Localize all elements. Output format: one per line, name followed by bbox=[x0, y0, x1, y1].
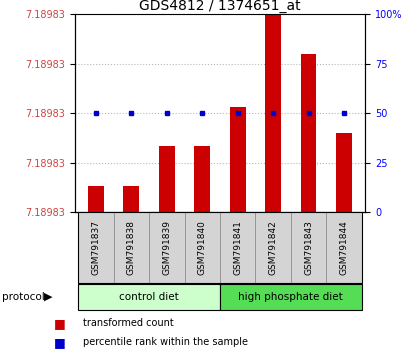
Text: ■: ■ bbox=[54, 317, 66, 330]
Text: ▶: ▶ bbox=[44, 292, 52, 302]
Bar bbox=[220, 212, 255, 283]
Text: control diet: control diet bbox=[119, 292, 179, 302]
Text: GSM791840: GSM791840 bbox=[198, 220, 207, 275]
Bar bbox=[255, 212, 291, 283]
Text: high phosphate diet: high phosphate diet bbox=[239, 292, 343, 302]
Bar bbox=[78, 284, 220, 310]
Text: GSM791838: GSM791838 bbox=[127, 220, 136, 275]
Text: protocol: protocol bbox=[2, 292, 45, 302]
Bar bbox=[159, 146, 175, 212]
Text: transformed count: transformed count bbox=[83, 318, 174, 329]
Bar bbox=[114, 212, 149, 283]
Title: GDS4812 / 1374651_at: GDS4812 / 1374651_at bbox=[139, 0, 301, 13]
Bar bbox=[78, 212, 114, 283]
Bar bbox=[229, 107, 246, 212]
Text: GSM791837: GSM791837 bbox=[91, 220, 100, 275]
Bar bbox=[149, 212, 185, 283]
Text: GSM791841: GSM791841 bbox=[233, 220, 242, 275]
Text: GSM791844: GSM791844 bbox=[339, 221, 349, 275]
Bar bbox=[265, 14, 281, 212]
Text: percentile rank within the sample: percentile rank within the sample bbox=[83, 337, 248, 347]
Text: GSM791839: GSM791839 bbox=[162, 220, 171, 275]
Bar bbox=[220, 284, 361, 310]
Text: GSM791842: GSM791842 bbox=[269, 221, 278, 275]
Bar bbox=[123, 186, 139, 212]
Bar bbox=[291, 212, 326, 283]
Bar bbox=[194, 146, 210, 212]
Text: ■: ■ bbox=[54, 336, 66, 349]
Bar bbox=[336, 133, 352, 212]
Bar bbox=[300, 54, 317, 212]
Bar bbox=[326, 212, 361, 283]
Text: GSM791843: GSM791843 bbox=[304, 220, 313, 275]
Bar bbox=[88, 186, 104, 212]
Bar bbox=[185, 212, 220, 283]
